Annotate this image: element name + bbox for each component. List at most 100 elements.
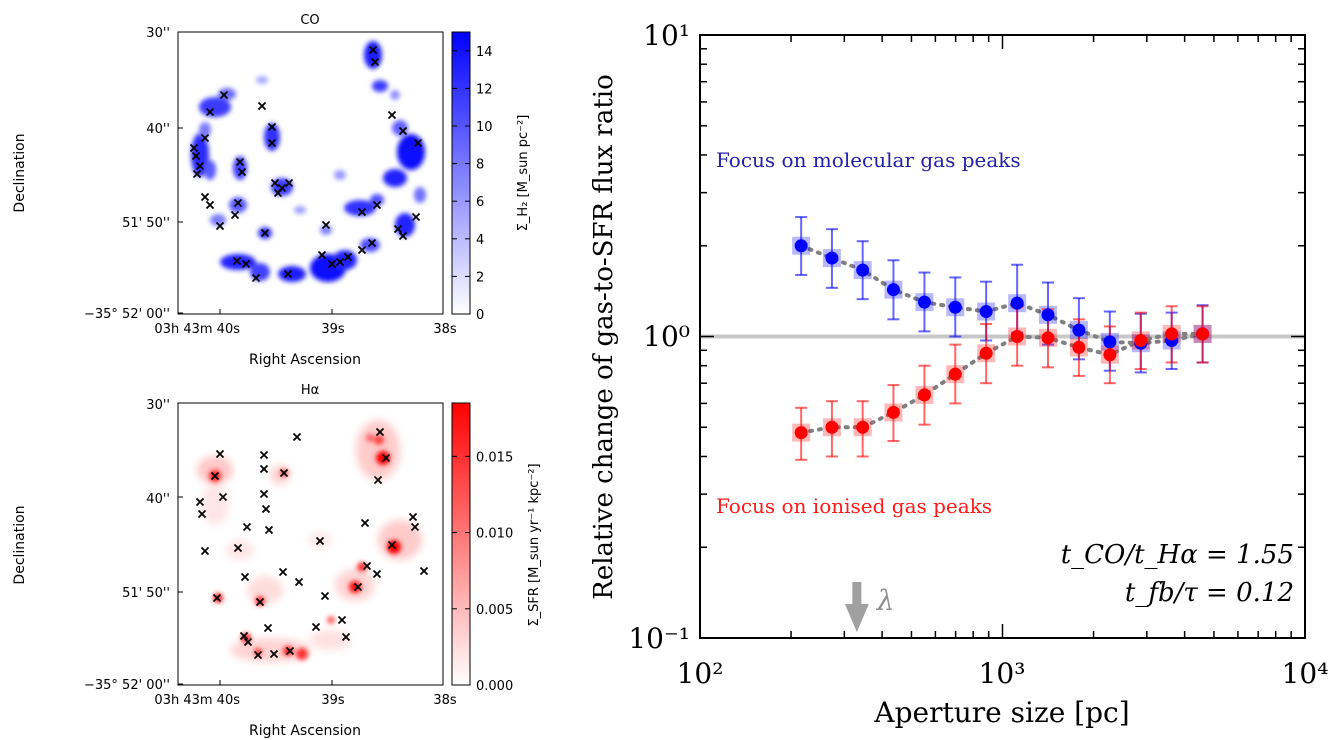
peak-marker: [387, 110, 397, 120]
peak-marker: [195, 497, 205, 507]
co-xtick-label: 39s: [321, 322, 345, 337]
peak-marker: [372, 569, 382, 579]
peak-marker: [253, 650, 263, 660]
peak-marker: [259, 450, 269, 460]
data-point: [825, 251, 839, 265]
peak-marker: [233, 198, 243, 208]
peak-marker: [370, 57, 380, 67]
peak-marker: [264, 525, 274, 535]
halpha-peak-markers: [195, 427, 429, 660]
data-point: [1103, 348, 1117, 362]
co-xtick-label: 38s: [433, 322, 457, 337]
peak-marker: [195, 161, 205, 171]
data-point: [886, 405, 900, 419]
series-connector: [799, 243, 1205, 346]
peak-marker: [235, 157, 245, 167]
peak-marker: [269, 649, 279, 659]
co-map-ylabel: Declination: [12, 133, 28, 212]
ytick-label: 10⁻¹: [628, 622, 690, 655]
peak-marker: [284, 178, 294, 188]
peak-marker: [357, 207, 367, 217]
data-point: [917, 388, 931, 402]
peak-marker: [372, 200, 382, 210]
colorbar-tick-label: 0.015: [476, 450, 513, 465]
halpha-map-panel: Hα: [12, 383, 542, 739]
data-point: [1103, 335, 1117, 349]
data-point: [979, 346, 993, 360]
co-colorbar-ticks: 0 2 4 6 8 10 12 14: [452, 45, 493, 323]
peak-marker: [279, 468, 289, 478]
peak-marker: [267, 138, 277, 148]
peak-marker: [270, 178, 280, 188]
peak-marker: [200, 546, 210, 556]
co-map-panel: CO: [12, 13, 531, 368]
colorbar-tick-label: 14: [476, 45, 493, 60]
lambda-label: λ: [876, 584, 895, 617]
co-emission: [191, 41, 426, 282]
peak-marker: [337, 615, 347, 625]
data-point: [1196, 327, 1210, 341]
co-ytick-label: −35° 52' 00'': [84, 307, 170, 322]
halpha-xtick-label: 39s: [321, 693, 345, 708]
peak-marker: [410, 522, 420, 532]
data-point: [1041, 308, 1055, 322]
xtick-label: 10²: [677, 657, 724, 690]
peak-marker: [219, 90, 229, 100]
co-ytick-label: 30'': [146, 26, 170, 41]
peak-marker: [292, 432, 302, 442]
peak-marker: [200, 192, 210, 202]
peak-marker: [387, 540, 397, 550]
peak-marker: [360, 518, 370, 528]
colorbar-tick-label: 0.010: [476, 527, 513, 542]
peak-marker: [362, 561, 372, 571]
co-map-title: CO: [300, 13, 319, 28]
peak-marker: [259, 489, 269, 499]
main-plot: 10² 10³ 10⁴ 10⁻¹ 10⁰ 10¹ Aperture size […: [589, 19, 1328, 729]
halpha-xtick-label: 03h 43m 40s: [154, 693, 240, 708]
main-ylabel: Relative change of gas-to-SFR flux ratio: [589, 74, 619, 599]
data-point: [1041, 331, 1055, 345]
peak-marker: [257, 101, 267, 111]
peak-marker: [205, 200, 215, 210]
colorbar-tick-label: 6: [476, 195, 484, 210]
peak-marker: [273, 188, 283, 198]
peak-marker: [251, 273, 261, 283]
halpha-map-xticks: 03h 43m 40s 39s 38s: [154, 680, 457, 708]
peak-marker: [411, 212, 421, 222]
peak-marker: [294, 577, 304, 587]
peak-marker: [233, 543, 243, 553]
feedback-annotation: t_fb/τ = 0.12: [1125, 578, 1294, 608]
peak-marker: [260, 228, 270, 238]
peak-marker: [230, 210, 240, 220]
xtick-label: 10³: [979, 657, 1026, 690]
halpha-map-xlabel: Right Ascension: [249, 723, 361, 739]
colorbar-tick-label: 2: [476, 270, 484, 285]
xtick-label: 10⁴: [1282, 657, 1329, 690]
peak-marker: [335, 257, 345, 267]
main-axes-ticks: [699, 34, 1306, 639]
data-point: [1072, 323, 1086, 337]
co-series-annotation: Focus on molecular gas peaks: [716, 148, 1021, 172]
peak-marker: [210, 471, 220, 481]
peak-marker: [263, 623, 273, 633]
data-point: [1010, 330, 1024, 343]
colorbar-tick-label: 4: [476, 233, 484, 248]
halpha-ytick-label: 40'': [146, 492, 170, 507]
peak-marker: [373, 475, 383, 485]
peak-marker: [408, 512, 418, 522]
co-map-yticks: 30'' 40'' 51' 50'' −35° 52' 00'': [84, 26, 183, 322]
peak-marker: [315, 536, 325, 546]
data-point: [948, 300, 962, 314]
peak-marker: [255, 597, 265, 607]
co-map-frame: [177, 31, 444, 315]
peak-marker: [237, 167, 247, 177]
peak-marker: [240, 572, 250, 582]
halpha-ytick-label: −35° 52' 00'': [84, 678, 170, 693]
peak-marker: [215, 449, 225, 459]
ytick-label: 10⁰: [643, 320, 690, 353]
peak-marker: [368, 45, 378, 55]
peak-marker: [419, 566, 429, 576]
data-point: [825, 420, 839, 434]
peak-marker: [191, 151, 201, 161]
peak-marker: [357, 245, 367, 255]
